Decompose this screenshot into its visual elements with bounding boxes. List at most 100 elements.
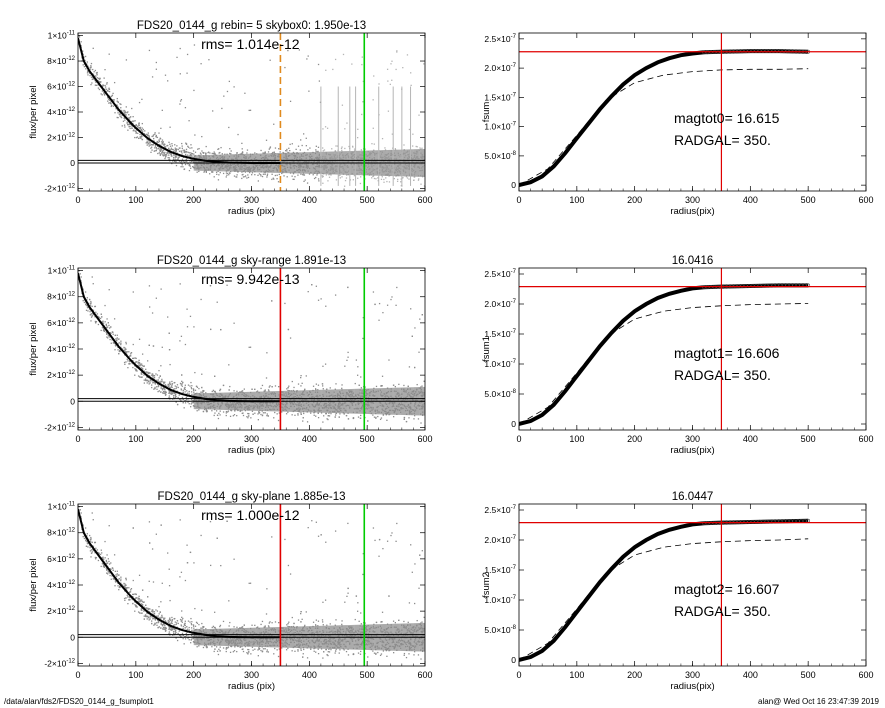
data-point xyxy=(135,124,137,127)
data-point xyxy=(88,72,91,74)
data-point xyxy=(129,116,131,119)
data-point xyxy=(146,144,148,146)
data-point xyxy=(97,87,100,89)
data-point xyxy=(184,384,186,386)
data-point xyxy=(236,176,238,178)
data-point xyxy=(94,25,95,26)
data-point xyxy=(135,124,137,126)
data-point xyxy=(190,167,192,169)
data-point xyxy=(373,177,376,180)
data-point xyxy=(109,102,111,104)
y-tick-label: -2×10-12 xyxy=(44,183,75,193)
data-point xyxy=(172,395,175,397)
data-point xyxy=(171,145,173,147)
data-point xyxy=(420,422,422,424)
data-point xyxy=(113,318,116,320)
data-point xyxy=(402,67,404,69)
data-point xyxy=(96,234,97,235)
data-point xyxy=(186,72,188,74)
data-point xyxy=(148,136,150,138)
data-point xyxy=(190,406,192,408)
data-point xyxy=(410,308,412,310)
data-point xyxy=(147,143,149,145)
data-point xyxy=(189,165,191,167)
data-point xyxy=(180,160,182,162)
data-point xyxy=(373,143,375,145)
data-point xyxy=(140,363,143,365)
data-point xyxy=(87,306,90,308)
data-point xyxy=(170,152,172,155)
data-point xyxy=(317,151,319,153)
data-point xyxy=(377,180,379,182)
data-point xyxy=(143,382,146,384)
data-point xyxy=(139,127,141,130)
data-point xyxy=(129,127,131,130)
data-point xyxy=(180,389,183,391)
data-point xyxy=(144,130,146,132)
data-point xyxy=(150,147,152,149)
data-point xyxy=(106,82,108,84)
data-point xyxy=(167,144,169,147)
data-point xyxy=(392,416,395,418)
data-point xyxy=(334,58,337,61)
data-point xyxy=(156,136,159,139)
data-point xyxy=(135,136,138,139)
data-point xyxy=(107,98,110,100)
data-point xyxy=(159,150,162,152)
data-point xyxy=(184,153,187,156)
data-point xyxy=(287,389,289,392)
data-point xyxy=(165,391,167,393)
data-point xyxy=(111,104,113,107)
data-point xyxy=(322,147,324,149)
data-point xyxy=(372,414,374,416)
data-point xyxy=(185,396,187,399)
data-point xyxy=(91,276,93,278)
data-point xyxy=(107,337,109,339)
data-point xyxy=(180,166,182,168)
data-point xyxy=(127,124,129,126)
data-point xyxy=(167,152,169,154)
data-point xyxy=(162,141,164,143)
x-tick-label: 600 xyxy=(858,195,873,205)
data-point xyxy=(139,133,141,136)
data-point xyxy=(164,381,166,383)
data-point xyxy=(96,313,99,315)
data-point xyxy=(198,170,200,173)
data-point xyxy=(168,392,170,394)
data-point xyxy=(377,177,379,179)
data-point xyxy=(143,374,145,376)
data-point xyxy=(168,158,170,161)
data-point xyxy=(256,390,259,392)
data-point xyxy=(310,412,312,414)
data-point xyxy=(329,387,331,389)
data-point xyxy=(286,150,288,152)
data-point xyxy=(202,389,204,392)
data-point xyxy=(83,56,85,58)
data-point xyxy=(357,366,359,368)
data-point xyxy=(158,132,160,134)
data-point xyxy=(98,316,100,318)
data-point xyxy=(288,385,290,387)
data-point xyxy=(353,148,356,150)
data-point xyxy=(162,144,165,146)
data-point xyxy=(158,390,160,392)
data-point xyxy=(334,294,337,296)
data-point xyxy=(341,387,343,389)
data-point xyxy=(149,306,151,308)
data-point xyxy=(315,383,318,385)
data-point xyxy=(138,101,141,104)
data-point xyxy=(313,414,315,416)
data-point xyxy=(421,314,423,316)
data-point xyxy=(154,132,156,134)
data-point xyxy=(281,172,283,175)
data-point xyxy=(263,390,265,392)
data-point xyxy=(139,364,142,366)
data-point xyxy=(168,149,171,151)
data-point xyxy=(90,320,92,322)
data-point xyxy=(236,152,238,154)
data-point xyxy=(171,380,173,383)
data-point xyxy=(127,129,129,131)
data-point xyxy=(423,185,425,187)
data-point xyxy=(345,177,348,179)
data-point xyxy=(264,173,266,175)
